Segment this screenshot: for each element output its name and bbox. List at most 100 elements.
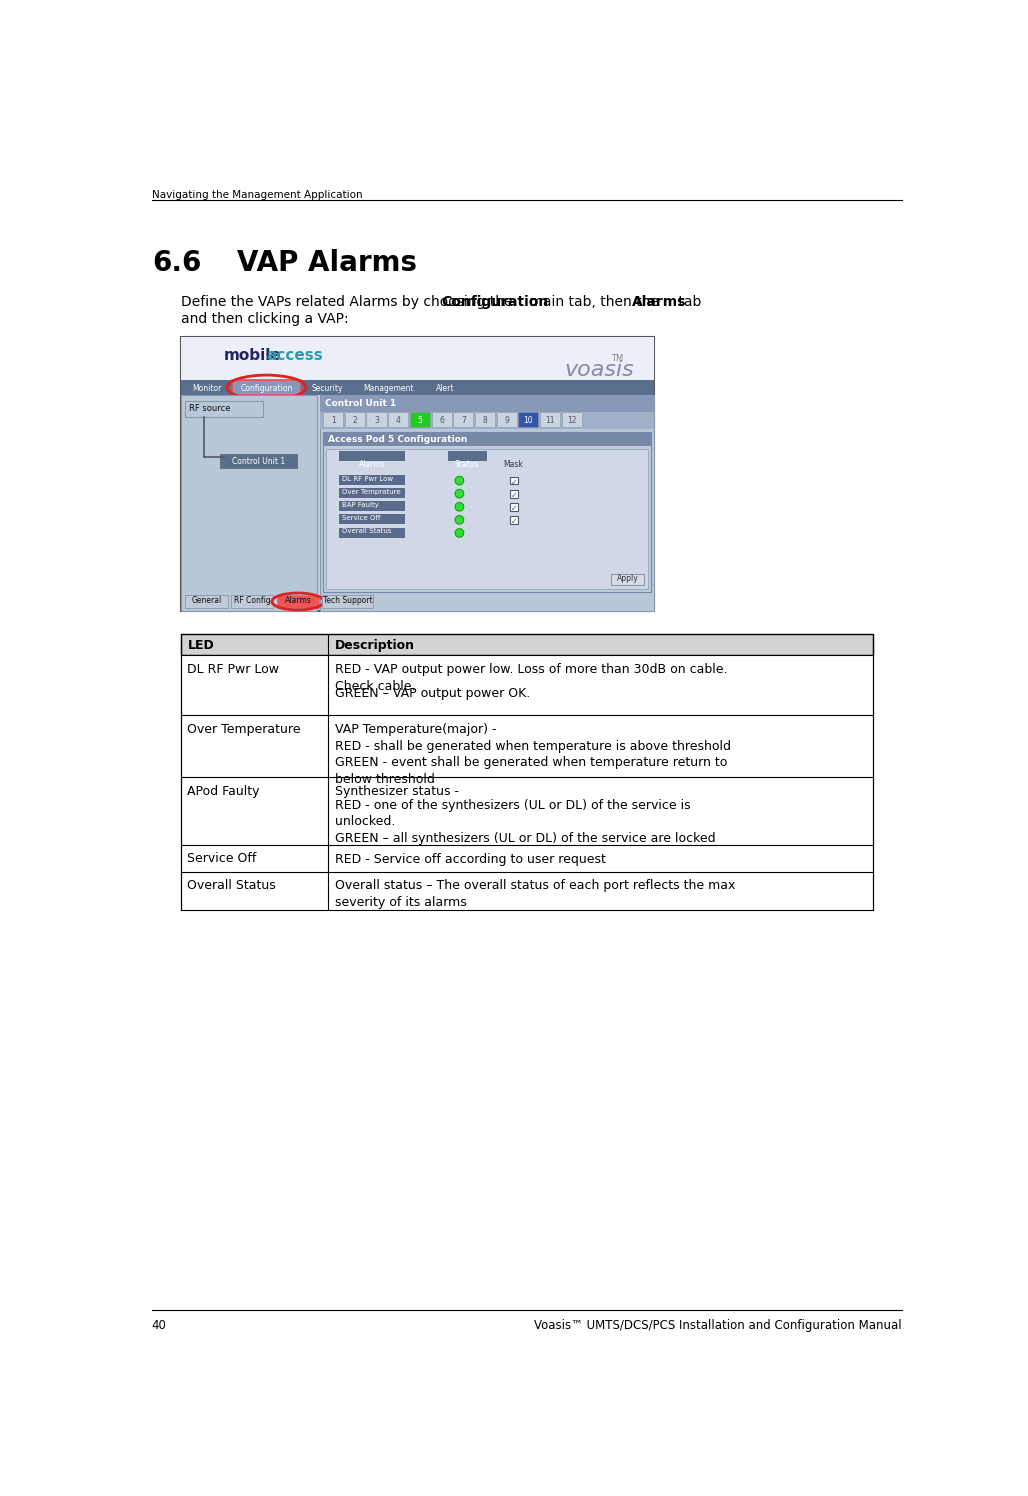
Text: 1: 1 [331, 416, 335, 425]
Text: Security: Security [311, 383, 343, 392]
Text: mobile: mobile [224, 349, 282, 364]
Text: VAP Alarms: VAP Alarms [237, 248, 417, 277]
Text: BAP Faulty: BAP Faulty [341, 503, 378, 509]
Text: 12: 12 [567, 416, 577, 425]
Text: 7: 7 [461, 416, 466, 425]
Text: Voasis™ UMTS/DCS/PCS Installation and Configuration Manual: Voasis™ UMTS/DCS/PCS Installation and Co… [535, 1319, 902, 1331]
Bar [323, 411, 343, 428]
Text: Navigating the Management Application: Navigating the Management Application [152, 190, 363, 200]
Text: RF source: RF source [189, 404, 230, 413]
Text: 5: 5 [417, 416, 423, 425]
Bar [510, 489, 517, 498]
Text: Alarms: Alarms [285, 595, 311, 604]
Bar [181, 715, 873, 776]
Text: Apply: Apply [617, 574, 638, 583]
Bar [389, 411, 408, 428]
Circle shape [455, 503, 464, 512]
Text: Alert: Alert [436, 383, 454, 392]
Circle shape [455, 489, 464, 498]
Text: Overall status – The overall status of each port reflects the max
severity of it: Overall status – The overall status of e… [335, 880, 735, 910]
Text: Monitor: Monitor [192, 383, 221, 392]
Text: 6.6: 6.6 [152, 248, 201, 277]
Text: Over Temperature: Over Temperature [187, 723, 301, 736]
Bar [231, 595, 273, 607]
Text: Tech Support: Tech Support [323, 595, 372, 604]
Bar [181, 338, 654, 380]
Text: access: access [266, 349, 323, 364]
Text: and then clicking a VAP:: and then clicking a VAP: [181, 313, 348, 326]
Bar [326, 449, 648, 589]
Text: ✓: ✓ [511, 477, 517, 486]
Text: VAP Temperature(major) -
RED - shall be generated when temperature is above thre: VAP Temperature(major) - RED - shall be … [335, 723, 731, 785]
Bar [518, 411, 539, 428]
Bar [448, 450, 486, 461]
Bar [322, 595, 372, 607]
Bar [339, 501, 405, 512]
Circle shape [455, 476, 464, 485]
Text: DL RF Pwr Low: DL RF Pwr Low [341, 476, 393, 482]
Text: Management: Management [363, 383, 413, 392]
Text: APod Faulty: APod Faulty [187, 785, 260, 797]
Bar [432, 411, 451, 428]
Text: Status: Status [454, 459, 479, 468]
Bar [497, 411, 517, 428]
Text: Mask: Mask [504, 459, 523, 468]
Text: Define the VAPs related Alarms by choosing the: Define the VAPs related Alarms by choosi… [181, 295, 517, 310]
Text: RED - Service off according to user request: RED - Service off according to user requ… [335, 853, 605, 866]
Text: 2: 2 [353, 416, 357, 425]
Text: Over Temprature: Over Temprature [341, 489, 400, 495]
Bar [181, 338, 654, 610]
Bar [510, 503, 517, 510]
Bar [323, 432, 651, 446]
Text: 3: 3 [374, 416, 379, 425]
Bar [453, 411, 473, 428]
Text: 4: 4 [396, 416, 401, 425]
Bar [339, 476, 405, 485]
Text: General: General [191, 595, 221, 604]
Bar [323, 432, 651, 592]
Bar [339, 528, 405, 537]
Text: Access Pod 5 Configuration: Access Pod 5 Configuration [328, 435, 467, 444]
Text: ✓: ✓ [511, 491, 517, 500]
Bar [540, 411, 560, 428]
Bar [561, 411, 582, 428]
Bar [181, 634, 873, 655]
Text: tab: tab [674, 295, 701, 310]
Bar [320, 411, 654, 429]
Circle shape [455, 516, 464, 524]
Text: Control Unit 1: Control Unit 1 [325, 399, 396, 408]
Bar [344, 411, 365, 428]
Bar [232, 380, 300, 395]
Text: TM: TM [612, 355, 624, 364]
Bar [185, 401, 262, 417]
Text: 11: 11 [545, 416, 555, 425]
Text: voasis: voasis [564, 361, 634, 380]
Text: Alarms: Alarms [359, 459, 386, 468]
Text: ✓: ✓ [511, 516, 517, 525]
Bar [410, 411, 430, 428]
Text: Overall Status: Overall Status [341, 528, 391, 534]
Bar [510, 516, 517, 524]
Text: 6: 6 [439, 416, 444, 425]
Text: 9: 9 [505, 416, 509, 425]
Bar [510, 477, 517, 485]
Text: Description: Description [335, 639, 414, 652]
Bar [185, 595, 227, 607]
Text: Synthesizer status -: Synthesizer status - [335, 785, 458, 797]
Bar [181, 395, 317, 610]
Bar [181, 845, 873, 872]
Bar [181, 655, 873, 715]
Bar [339, 515, 405, 525]
Bar [612, 574, 644, 585]
Bar [181, 776, 873, 845]
Text: Configuration: Configuration [441, 295, 549, 310]
Bar [320, 395, 654, 610]
Text: Alarms: Alarms [632, 295, 686, 310]
Text: 10: 10 [523, 416, 534, 425]
Bar [220, 455, 297, 468]
Text: Service Off: Service Off [341, 515, 380, 521]
Text: LED: LED [187, 639, 214, 652]
Bar [181, 380, 654, 395]
Text: Configuration: Configuration [241, 383, 293, 392]
Text: RF Config: RF Config [233, 595, 270, 604]
